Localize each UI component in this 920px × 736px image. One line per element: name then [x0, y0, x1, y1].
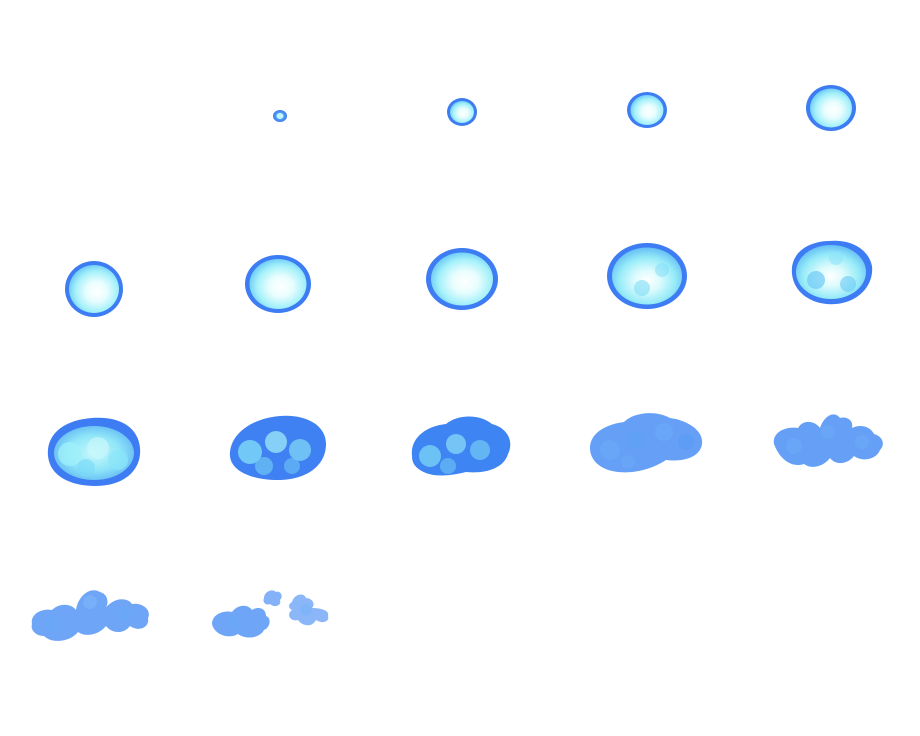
sprite-frame-3 — [368, 0, 552, 184]
sprite-frame-11 — [0, 368, 184, 552]
energy-burst-icon — [590, 413, 703, 473]
sprite-frame-12 — [184, 368, 368, 552]
energy-burst-icon — [773, 414, 883, 467]
energy-burst-icon — [31, 590, 149, 641]
sprite-frame-6 — [0, 184, 184, 368]
energy-burst-icon — [65, 261, 123, 317]
sprite-frame-1 — [0, 0, 184, 184]
energy-burst-icon — [47, 417, 141, 486]
sprite-frame-8 — [368, 184, 552, 368]
sprite-frame-5 — [736, 0, 920, 184]
sprite-frame-10 — [736, 184, 920, 368]
energy-burst-icon — [212, 590, 329, 638]
sprite-frame-15 — [736, 368, 920, 552]
energy-burst-icon — [229, 415, 326, 480]
energy-burst-icon — [411, 416, 511, 476]
sprite-frame-4 — [552, 0, 736, 184]
energy-burst-icon — [273, 110, 287, 122]
energy-burst-icon — [607, 243, 687, 309]
energy-burst-icon — [791, 240, 873, 305]
sprite-frame-7 — [184, 184, 368, 368]
sprite-frame-empty-20 — [736, 552, 920, 736]
energy-burst-icon — [627, 92, 667, 128]
energy-burst-icon — [245, 255, 311, 313]
energy-burst-icon — [426, 248, 498, 310]
sprite-frame-2 — [184, 0, 368, 184]
energy-burst-icon — [806, 85, 856, 131]
sprite-frame-14 — [552, 368, 736, 552]
sprite-frame-16 — [0, 552, 184, 736]
sprite-frame-9 — [552, 184, 736, 368]
sprite-frame-13 — [368, 368, 552, 552]
sprite-frame-17 — [184, 552, 368, 736]
sprite-frame-empty-19 — [552, 552, 736, 736]
energy-burst-icon — [447, 98, 477, 126]
sprite-frame-empty-18 — [368, 552, 552, 736]
